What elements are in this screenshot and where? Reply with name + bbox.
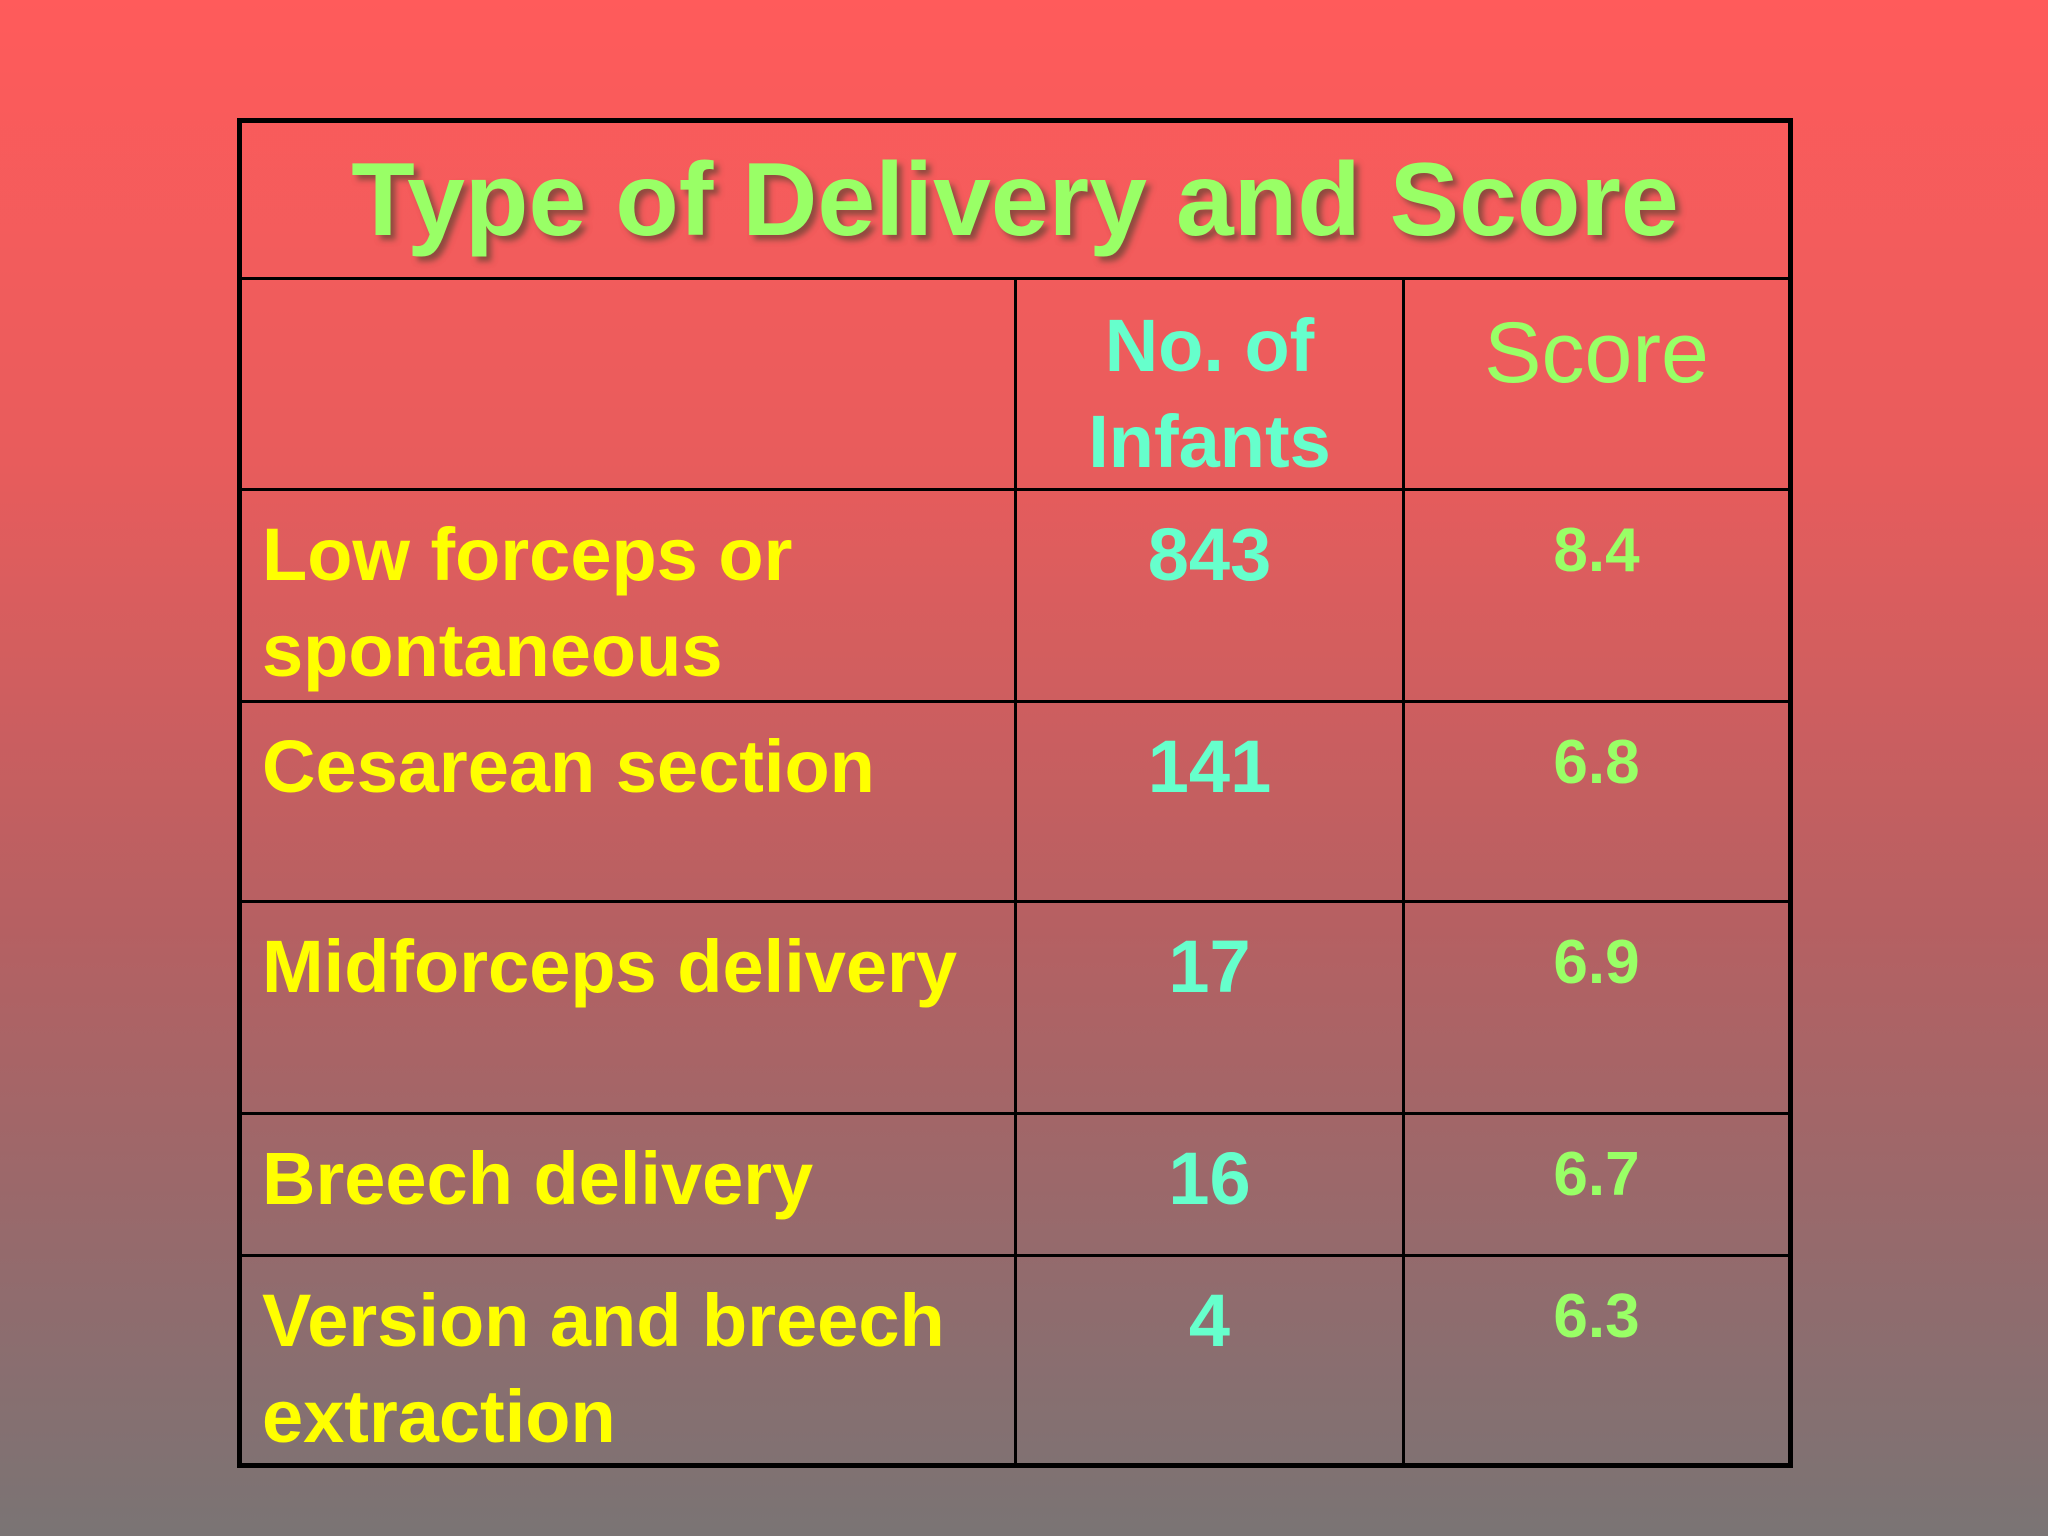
row-type-cell: Midforceps delivery [242,903,1017,1112]
row-type-cell: Cesarean section [242,703,1017,900]
table-row: Low forceps or spontaneous 843 8.4 [242,491,1788,703]
row-infants-value: 843 [1147,513,1272,596]
table-row: Breech delivery 16 6.7 [242,1115,1788,1257]
table-row: Version and breech extraction 4 6.3 [242,1257,1788,1463]
row-type-label: Midforceps delivery [262,925,958,1008]
row-infants-value: 4 [1188,1279,1231,1362]
row-score-value: 8.4 [1553,516,1640,585]
row-score-cell: 6.3 [1405,1257,1788,1463]
row-infants-value: 141 [1147,725,1272,808]
row-type-cell: Version and breech extraction [242,1257,1017,1463]
row-type-label: Cesarean section [262,725,875,808]
table-title-row: Type of Delivery and Score [242,123,1788,280]
table-row: Midforceps delivery 17 6.9 [242,903,1788,1115]
row-score-cell: 8.4 [1405,491,1788,700]
table-row: Cesarean section 141 6.8 [242,703,1788,903]
row-type-label: Low forceps or spontaneous [262,513,793,692]
row-score-cell: 6.8 [1405,703,1788,900]
row-type-cell: Low forceps or spontaneous [242,491,1017,700]
row-infants-cell: 843 [1017,491,1405,700]
row-score-value: 6.7 [1553,1140,1640,1209]
row-infants-value: 16 [1168,1137,1251,1220]
header-score-label: Score [1484,305,1709,401]
row-score-value: 6.8 [1553,728,1640,797]
row-type-cell: Breech delivery [242,1115,1017,1254]
delivery-score-table: Type of Delivery and Score No. of Infant… [237,118,1793,1468]
table-header-row: No. of Infants Score [242,280,1788,491]
row-infants-cell: 17 [1017,903,1405,1112]
header-cell-type [242,280,1017,488]
header-cell-score: Score [1405,280,1788,488]
table-body: No. of Infants Score Low forceps or spon… [242,280,1788,1463]
header-cell-infants: No. of Infants [1017,280,1405,488]
row-score-cell: 6.7 [1405,1115,1788,1254]
row-score-cell: 6.9 [1405,903,1788,1112]
row-infants-cell: 4 [1017,1257,1405,1463]
row-type-label: Version and breech extraction [262,1279,945,1458]
row-infants-cell: 141 [1017,703,1405,900]
row-infants-cell: 16 [1017,1115,1405,1254]
header-infants-label: No. of Infants [1088,304,1331,483]
row-score-value: 6.3 [1553,1282,1640,1351]
row-type-label: Breech delivery [262,1137,814,1220]
table-title: Type of Delivery and Score [351,141,1679,258]
row-infants-value: 17 [1168,925,1251,1008]
row-score-value: 6.9 [1553,928,1640,997]
